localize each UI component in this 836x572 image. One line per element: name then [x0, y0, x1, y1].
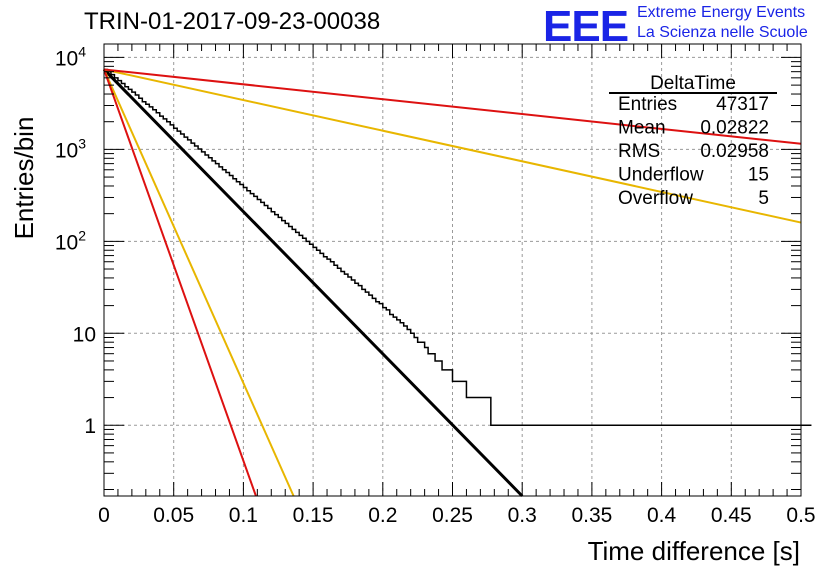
stats-row-label: Underflow: [618, 165, 704, 186]
stats-box: DeltaTime Entries 47317 Mean 0.02822 RMS 0.02…: [609, 73, 777, 209]
stats-row-value: 5: [758, 188, 769, 209]
x-tick-label: 0.5: [786, 504, 815, 527]
fit-line-4: [103, 68, 802, 145]
axis-ticks: [103, 44, 802, 496]
x-tick-label: 0.15: [293, 504, 334, 527]
plot-title: TRIN-01-2017-09-23-00038: [84, 8, 381, 35]
x-tick-label: 0.1: [229, 504, 258, 527]
stats-row-value: 47317: [716, 94, 769, 115]
y-tick-label: 10: [73, 323, 96, 346]
stats-row-label: Entries: [618, 94, 677, 115]
x-tick-label: 0.4: [647, 504, 677, 527]
x-tick-labels: 0 0.05 0.1 0.15 0.2 0.25 0.3 0.35 0.4 0.45 0.5: [98, 504, 815, 527]
x-tick-label: 0: [98, 504, 110, 527]
fit-lines: [102, 68, 802, 498]
logo-line-1: Extreme Energy Events: [637, 4, 806, 21]
stats-row-value: 0.02958: [700, 141, 769, 162]
stats-row-label: Mean: [618, 118, 666, 139]
grid-lines: [104, 44, 801, 496]
y-axis-label: Entries/bin: [9, 117, 39, 240]
y-tick-label: 102: [55, 227, 86, 254]
histogram-steps: [104, 68, 812, 426]
stats-row-label: Overflow: [618, 188, 693, 209]
histogram-bars: [104, 68, 812, 426]
x-axis-label: Time difference [s]: [588, 536, 800, 566]
y-tick-labels: 1 10 102 103 104: [55, 43, 96, 438]
x-tick-label: 0.45: [711, 504, 752, 527]
fit-line-0: [102, 68, 524, 498]
fit-line-1: [103, 69, 295, 497]
stats-box-title: DeltaTime: [650, 73, 736, 94]
stats-row-label: RMS: [618, 141, 660, 162]
x-tick-label: 0.3: [508, 504, 537, 527]
stats-row-value: 0.02822: [700, 118, 769, 139]
y-tick-label: 103: [55, 135, 86, 162]
stats-rows: Entries 47317 Mean 0.02822 RMS 0.02958 Underfl…: [618, 94, 769, 209]
fit-line-3: [103, 69, 257, 497]
stats-row-value: 15: [748, 165, 769, 186]
logo-line-2: La Scienza nelle Scuole: [637, 24, 808, 41]
x-tick-label: 0.05: [153, 504, 194, 527]
x-tick-label: 0.35: [571, 504, 612, 527]
x-tick-label: 0.2: [368, 504, 397, 527]
eee-logo: EEE: [543, 2, 629, 51]
fit-line-2: [103, 68, 802, 224]
x-tick-label: 0.25: [432, 504, 473, 527]
y-tick-label: 1: [84, 415, 96, 438]
logo-caption: Extreme Energy Events La Scienza nelle S…: [637, 3, 808, 43]
y-tick-label: 104: [55, 43, 86, 70]
